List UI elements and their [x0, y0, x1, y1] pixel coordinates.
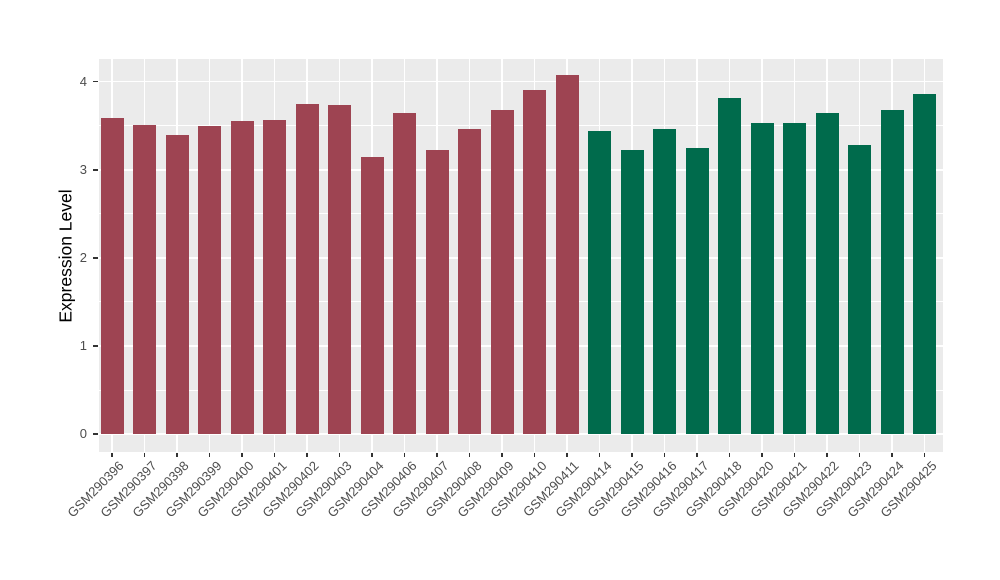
y-axis-tick-label: 3 [79, 161, 87, 177]
gridline-minor [99, 301, 943, 303]
y-axis-tick [93, 433, 98, 435]
y-axis-tick [93, 80, 98, 83]
x-axis-tick [111, 453, 113, 457]
bar [685, 147, 709, 434]
bar [198, 125, 221, 434]
y-axis-tick-label: 1 [79, 337, 87, 353]
bar [328, 105, 351, 434]
bar [750, 123, 774, 434]
bar [653, 129, 676, 434]
bar [230, 121, 254, 434]
x-axis-tick [143, 453, 146, 457]
x-axis-tick [826, 453, 828, 457]
x-axis-tick [338, 453, 341, 457]
x-axis-tick [468, 453, 471, 457]
x-axis-tick [631, 453, 633, 457]
bar [458, 129, 481, 434]
bar [393, 112, 416, 434]
y-axis-tick-label: 4 [79, 73, 87, 89]
y-axis-tick-label: 0 [79, 426, 87, 441]
x-axis-tick [501, 453, 503, 457]
gridline-major [99, 257, 943, 259]
gridline-major [99, 345, 943, 347]
x-axis-tick [176, 453, 178, 457]
bar [815, 112, 839, 434]
x-axis-tick [306, 453, 308, 457]
x-axis-tick [241, 453, 243, 457]
bar [295, 103, 319, 434]
x-axis-tick [923, 453, 926, 457]
bar [100, 117, 124, 434]
bar [620, 150, 644, 434]
x-axis-tick [371, 453, 373, 457]
bar [588, 131, 611, 434]
x-axis-tick [533, 453, 536, 457]
x-axis-tick [598, 453, 601, 457]
bar [718, 97, 741, 434]
x-axis-tick [273, 453, 276, 457]
gridline-major [99, 169, 943, 171]
gridline-minor [99, 389, 943, 391]
gridline-minor [99, 213, 943, 215]
x-axis-tick [728, 453, 731, 457]
y-axis-tick [93, 345, 98, 347]
bar [263, 119, 286, 434]
y-axis-title: Expression Level [55, 189, 76, 323]
x-axis-tick [858, 453, 861, 457]
x-axis-tick [793, 453, 796, 457]
bar [555, 74, 579, 434]
x-axis-tick [208, 453, 211, 457]
bar [880, 109, 904, 434]
y-axis-tick [93, 257, 98, 259]
x-axis-tick [403, 453, 406, 457]
gridline-major [99, 80, 943, 83]
x-axis-tick [566, 453, 568, 457]
bar [425, 150, 449, 434]
bar [133, 124, 156, 434]
x-axis-tick [761, 453, 763, 457]
bar [490, 109, 514, 434]
x-axis-tick [663, 453, 666, 457]
bar [913, 94, 936, 434]
y-axis-tick [93, 169, 98, 171]
x-axis-tick [436, 453, 438, 457]
bar [360, 157, 384, 434]
x-axis-tick [696, 453, 698, 457]
bar [848, 145, 871, 434]
bar [783, 123, 806, 434]
plot-panel [99, 59, 943, 452]
x-axis-tick [891, 453, 893, 457]
bar [523, 90, 546, 434]
bar [165, 134, 189, 434]
gridline-major [99, 433, 943, 435]
y-axis-tick-label: 2 [79, 249, 87, 265]
gridline-minor [99, 125, 943, 127]
